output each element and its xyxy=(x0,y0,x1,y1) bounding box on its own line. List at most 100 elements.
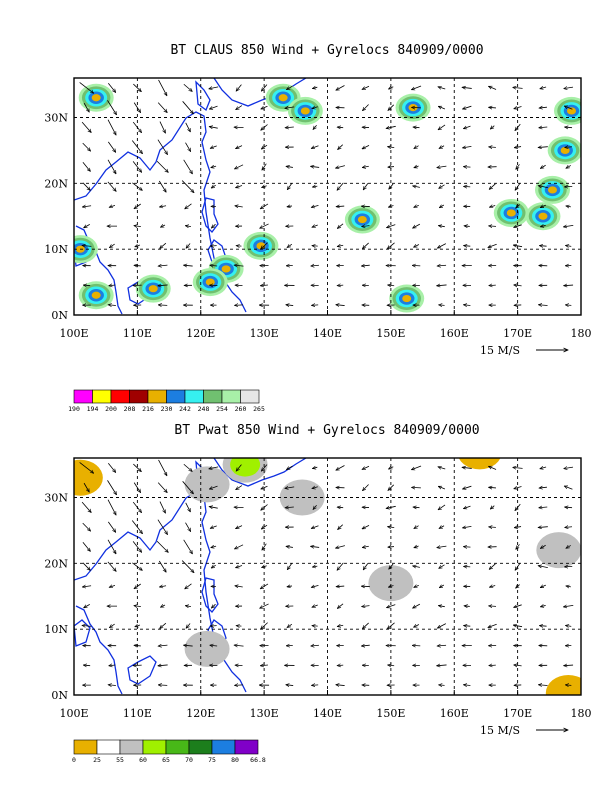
wind-vector xyxy=(186,243,191,248)
wind-vector xyxy=(287,586,293,587)
wind-vector xyxy=(388,547,395,548)
wind-vector xyxy=(388,285,395,286)
wind-vector xyxy=(387,622,395,629)
wind-vector xyxy=(134,203,141,209)
wind-vectors xyxy=(79,79,574,306)
wind-vector xyxy=(514,147,522,148)
wind-vector xyxy=(185,606,191,607)
wind-vector xyxy=(362,622,369,629)
colorbar-label: 0 xyxy=(72,756,76,764)
wind-vector xyxy=(540,205,546,209)
wind-vector xyxy=(488,243,497,247)
wind-vector xyxy=(287,563,292,570)
x-tick-label: 150E xyxy=(376,327,405,340)
wind-vector xyxy=(337,562,344,570)
wind-vector xyxy=(160,225,166,228)
wind-vector xyxy=(463,685,471,686)
wind-vector xyxy=(158,645,168,646)
wind-vector xyxy=(311,685,319,686)
wind-vector xyxy=(488,466,497,470)
wind-vector xyxy=(287,206,293,207)
wind-vector xyxy=(463,505,471,509)
wind-vector xyxy=(337,665,344,666)
wind-vector xyxy=(261,242,268,249)
wind-vector xyxy=(261,84,268,92)
wind-vector xyxy=(311,645,319,646)
wind-vector xyxy=(462,105,472,109)
wind-vector xyxy=(109,665,116,666)
wind-vector xyxy=(514,527,522,528)
wind-vector xyxy=(131,140,142,154)
wind-vector xyxy=(566,206,571,207)
wind-vector xyxy=(157,139,168,155)
wind-vector xyxy=(132,541,142,552)
wind-vector xyxy=(108,305,116,306)
colorbar-swatch xyxy=(73,389,93,404)
wind-vector xyxy=(184,645,193,646)
wind-vector xyxy=(337,625,344,626)
feature-shape xyxy=(402,294,412,303)
wind-vector xyxy=(82,542,91,551)
wind-vector xyxy=(107,561,116,572)
x-tick-label: 140E xyxy=(313,327,342,340)
wind-vector xyxy=(412,645,421,646)
wind-vector xyxy=(464,226,470,227)
wind-vector xyxy=(210,265,218,266)
wind-vector xyxy=(286,85,293,89)
colorbar-swatch xyxy=(240,389,260,404)
wind-vector xyxy=(565,507,573,508)
wind-vector xyxy=(565,245,572,246)
wind-vector xyxy=(564,106,573,110)
wind-vector xyxy=(338,144,344,150)
wind-vector xyxy=(210,526,217,529)
wind-vector xyxy=(437,243,446,248)
wind-vector xyxy=(262,163,267,170)
wind-vector xyxy=(337,182,344,190)
wind-vector xyxy=(285,127,294,128)
wind-vector xyxy=(185,226,191,227)
wind-vector xyxy=(312,87,318,88)
wind-vector xyxy=(438,106,446,110)
x-tick-label: 150E xyxy=(376,707,405,720)
wind-vector xyxy=(311,166,320,167)
wind-vector xyxy=(261,485,268,489)
wind-vector xyxy=(109,205,116,207)
wind-vector xyxy=(160,605,166,608)
wind-vector xyxy=(514,285,522,286)
wind-vector xyxy=(564,566,573,567)
wind-vector xyxy=(211,565,216,568)
x-tick-label: 120E xyxy=(186,707,215,720)
wind-vector xyxy=(389,467,394,470)
x-tick-label: 160E xyxy=(440,327,469,340)
wind-vector xyxy=(464,246,471,247)
wind-vector xyxy=(159,206,167,207)
wind-vector xyxy=(336,465,345,470)
wind-vector xyxy=(133,102,140,113)
wind-vector xyxy=(84,224,90,227)
wind-vector xyxy=(285,487,295,489)
wind-vector xyxy=(565,685,572,686)
wind-vector xyxy=(313,504,317,509)
wind-vector xyxy=(285,507,294,508)
coastline-indochina xyxy=(75,605,123,695)
wind-vector xyxy=(538,305,548,306)
wind-vector xyxy=(464,606,470,607)
colorbar-swatch xyxy=(73,739,98,755)
wind-vector xyxy=(439,585,445,588)
wind-vector xyxy=(211,166,217,168)
wind-vector xyxy=(107,119,116,135)
wind-vector xyxy=(336,305,345,306)
wind-vector xyxy=(82,562,90,571)
x-tick-label: 170E xyxy=(503,707,532,720)
wind-vector xyxy=(158,305,168,306)
colorbar-label: 254 xyxy=(216,405,228,413)
wind-vector xyxy=(158,79,167,96)
wind-vector xyxy=(335,545,345,548)
wind-vector xyxy=(490,505,495,509)
wind-vector xyxy=(337,603,344,609)
wind-vector xyxy=(463,167,471,168)
wind-vector xyxy=(84,604,90,607)
wind-vector xyxy=(82,162,91,171)
wind-vector xyxy=(311,265,319,266)
